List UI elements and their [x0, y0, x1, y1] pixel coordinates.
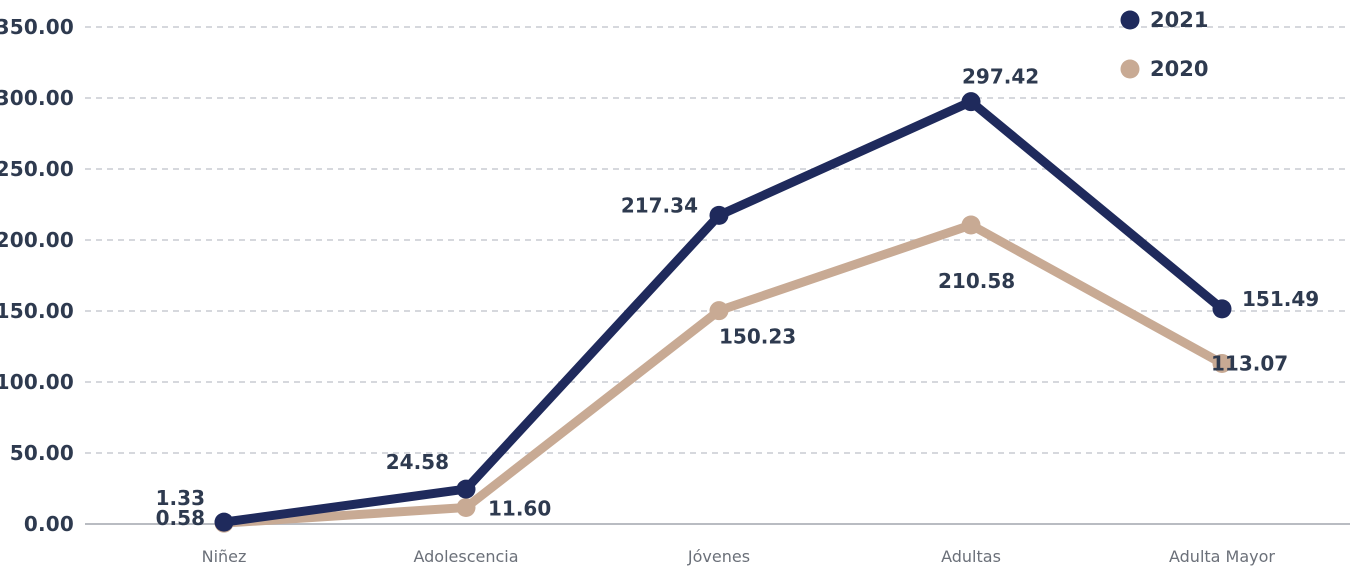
- grid-lines: [85, 26, 1350, 454]
- y-tick-label: 200.00: [0, 228, 74, 252]
- data-point-2021: [961, 92, 981, 112]
- data-label-2021: 217.34: [621, 193, 698, 217]
- y-tick-labels: 0.00 50.00 100.00 150.00 200.00 250.00 300.00 3…: [0, 15, 74, 536]
- legend-marker-2021: [1120, 10, 1140, 30]
- data-label-2021: 1.33: [156, 486, 205, 510]
- x-tick-label: Jóvenes: [687, 547, 750, 566]
- data-point-2021: [709, 205, 729, 225]
- data-point-2020: [456, 498, 476, 518]
- y-tick-label: 50.00: [10, 441, 74, 465]
- data-labels: 1.33 24.58 217.34 297.42 151.49 0.58 11.60 150.…: [156, 65, 1320, 531]
- data-label-2020: 113.07: [1211, 351, 1288, 375]
- legend: 2021 2020: [1120, 8, 1208, 81]
- y-tick-label: 250.00: [0, 157, 74, 181]
- data-label-2021: 24.58: [386, 450, 449, 474]
- series-line-2020: [219, 220, 1227, 528]
- data-point-2021: [456, 479, 476, 499]
- y-tick-label: 350.00: [0, 15, 74, 39]
- data-point-2020: [1212, 353, 1232, 373]
- legend-label-2020: 2020: [1150, 57, 1208, 81]
- y-tick-label: 100.00: [0, 370, 74, 394]
- data-point-2020: [709, 301, 729, 321]
- data-label-2021: 297.42: [962, 65, 1039, 89]
- legend-label-2021: 2021: [1150, 8, 1208, 32]
- y-tick-label: 0.00: [24, 512, 74, 536]
- data-label-2020: 210.58: [938, 269, 1015, 293]
- x-tick-label: Niñez: [202, 547, 247, 566]
- legend-marker-2020: [1120, 59, 1140, 79]
- x-tick-labels: Niñez Adolescencia Jóvenes Adultas Adulta Ma…: [202, 547, 1276, 566]
- x-tick-label: Adulta Mayor: [1169, 547, 1275, 566]
- x-tick-label: Adultas: [941, 547, 1001, 566]
- data-label-2020: 11.60: [488, 497, 551, 521]
- data-label-2021: 151.49: [1242, 287, 1319, 311]
- x-tick-label: Adolescencia: [413, 547, 518, 566]
- data-label-2020: 150.23: [719, 325, 796, 349]
- y-tick-label: 300.00: [0, 86, 74, 110]
- data-point-2021: [214, 512, 234, 532]
- series-lines: [214, 92, 1232, 533]
- data-point-2020: [961, 215, 981, 235]
- data-label-2020: 0.58: [156, 506, 205, 530]
- data-point-2021: [1212, 299, 1232, 319]
- y-tick-label: 150.00: [0, 299, 74, 323]
